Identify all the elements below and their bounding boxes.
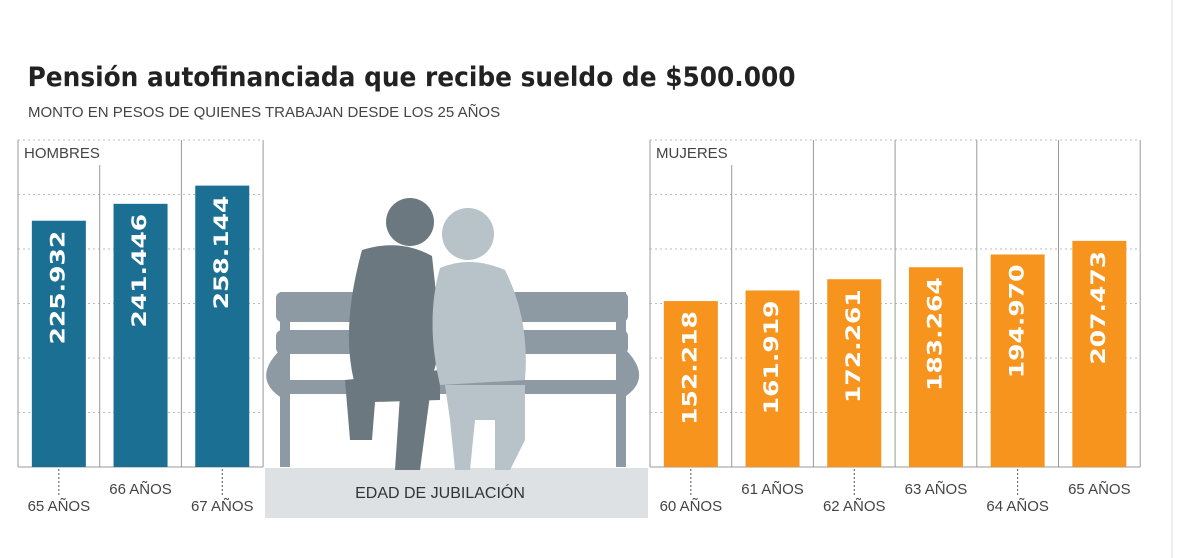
group-label: HOMBRES xyxy=(24,145,100,162)
value-label: 225.932 xyxy=(47,231,70,345)
x-tick-label: 63 AÑOS xyxy=(905,481,968,498)
x-tick-label: 67 AÑOS xyxy=(191,498,254,515)
x-tick-label: 64 AÑOS xyxy=(986,498,1049,515)
value-label: 152.218 xyxy=(679,311,702,425)
x-tick-label: 61 AÑOS xyxy=(741,481,804,498)
bar xyxy=(990,254,1045,467)
bar xyxy=(1072,240,1127,467)
value-label: 183.264 xyxy=(924,277,947,391)
bar xyxy=(745,290,800,467)
bar xyxy=(195,185,250,467)
x-tick-label: 65 AÑOS xyxy=(1068,481,1131,498)
x-tick-label: 62 AÑOS xyxy=(823,498,886,515)
bar xyxy=(31,220,86,467)
group-label: MUJERES xyxy=(656,145,728,162)
title: Pensión autofinanciada que recibe sueldo… xyxy=(28,62,796,93)
value-label: 194.970 xyxy=(1006,264,1029,378)
x-tick-label: 65 AÑOS xyxy=(28,498,91,515)
center-label: EDAD DE JUBILACIÓN xyxy=(355,483,525,502)
bar xyxy=(113,203,168,467)
value-label: 172.261 xyxy=(843,289,866,403)
value-label: 207.473 xyxy=(1088,251,1111,365)
bar xyxy=(908,267,963,467)
value-label: 258.144 xyxy=(211,196,234,310)
man-silhouette xyxy=(345,198,440,470)
x-tick-label: 66 AÑOS xyxy=(109,481,172,498)
label-box xyxy=(265,468,648,518)
bar xyxy=(663,301,718,467)
illustration: EDAD DE JUBILACIÓN xyxy=(265,198,648,518)
value-label: 241.446 xyxy=(129,214,152,328)
x-tick-label: 60 AÑOS xyxy=(660,498,723,515)
bar xyxy=(827,279,882,467)
value-label: 161.919 xyxy=(761,301,784,415)
subtitle: MONTO EN PESOS DE QUIENES TRABAJAN DESDE… xyxy=(28,104,500,121)
woman-silhouette xyxy=(432,208,526,470)
